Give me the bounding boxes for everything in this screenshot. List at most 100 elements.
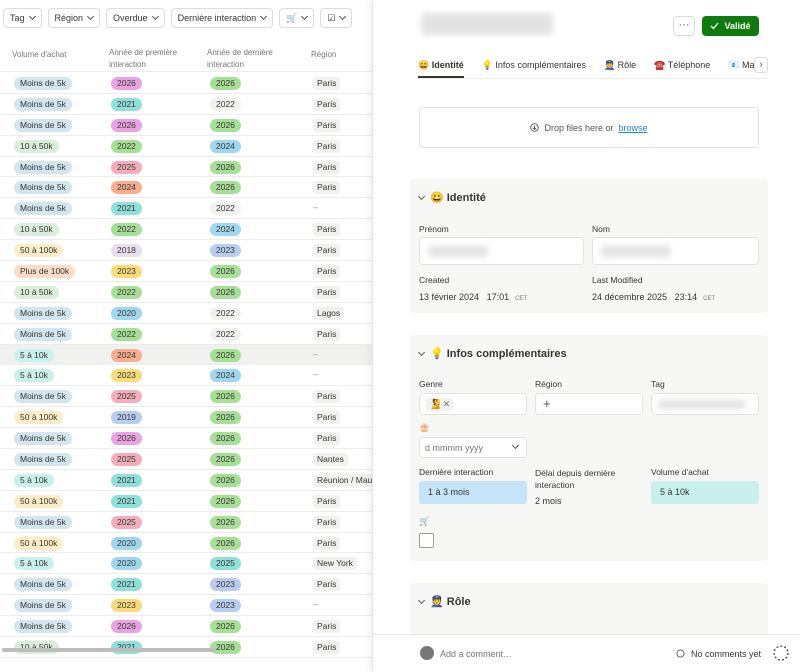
last-year-cell: 2022 <box>210 327 241 341</box>
created-timezone: CET <box>515 296 528 302</box>
table-row[interactable]: 5 à 10k 2021 2026 Réunion / Mau <box>0 470 372 491</box>
table-row[interactable]: Moins de 5k 2024 2026 Paris <box>0 177 372 199</box>
table-row[interactable]: Moins de 5k 2025 2026 Paris <box>0 157 372 178</box>
table-row[interactable]: Moins de 5k 2025 2026 Paris <box>0 512 372 533</box>
filter-label: Dernière interaction <box>177 13 257 23</box>
more-options-button[interactable]: ··· <box>673 16 695 36</box>
table-row[interactable]: Moins de 5k 2022 2022 Paris <box>0 324 372 345</box>
table-row[interactable]: Moins de 5k 2021 2022 Paris <box>0 94 372 115</box>
table-row[interactable]: Plus de 100k 2023 2026 Paris <box>0 261 372 282</box>
table-row[interactable]: 5 à 10k 2020 2025 New York <box>0 553 372 575</box>
nom-field[interactable] <box>592 237 759 265</box>
column-header-last-year[interactable]: Année de dernière interaction <box>207 48 273 69</box>
table-row[interactable]: 50 à 100k 2020 2026 Paris <box>0 533 372 554</box>
prenom-field[interactable] <box>419 237 584 265</box>
table-body: Moins de 5k 2026 2026 Paris Moins de 5k 2021 2… <box>0 73 372 658</box>
table-row[interactable]: Moins de 5k 2020 2022 Lagos <box>0 303 372 324</box>
table-row[interactable]: Moins de 5k 2021 2022 – <box>0 198 372 220</box>
filter-cart[interactable]: 🛒 <box>279 8 315 28</box>
chevron-down-icon <box>511 441 520 450</box>
table-row[interactable]: Moins de 5k 2026 2026 Paris <box>0 115 372 136</box>
section-header-identite[interactable]: 😀 Identité <box>417 191 486 204</box>
table-row[interactable]: 50 à 100k 2018 2023 Paris <box>0 240 372 262</box>
volume-cell: Moins de 5k <box>14 599 72 613</box>
table-row[interactable]: 10 à 50k20212026Paris <box>0 637 372 658</box>
first-year-value: 2026 <box>111 432 142 446</box>
table-row[interactable]: Moins de 5k 2026 2026 Paris <box>0 428 372 450</box>
region-cell: Paris <box>313 118 341 132</box>
first-year-cell: 2025 <box>111 160 142 174</box>
region-cell: Paris <box>313 641 341 655</box>
last-year-cell: 2026 <box>210 515 241 529</box>
first-year-value: 2021 <box>111 97 142 111</box>
last-year-cell: 2024 <box>210 139 241 153</box>
region-field[interactable]: + <box>535 393 643 415</box>
genre-field[interactable]: 🧏 ✕ <box>419 393 527 415</box>
tab-role[interactable]: 👮 Rôle <box>603 60 637 70</box>
filter-overdue[interactable]: Overdue <box>106 8 165 28</box>
table-row[interactable]: 10 à 50k 2022 2026 Paris <box>0 282 372 303</box>
last-year-cell: 2026 <box>210 390 241 404</box>
browse-link[interactable]: browse <box>618 122 648 133</box>
column-header-volume[interactable]: Volume d'achat <box>12 50 67 59</box>
derniere-interaction-field[interactable]: 1 à 3 mois <box>419 481 527 504</box>
table-row[interactable]: 10 à 50k 2022 2024 Paris <box>0 219 372 241</box>
filter-label: Overdue <box>113 13 148 23</box>
first-year-cell: 2021 <box>111 473 142 487</box>
table-row[interactable]: 5 à 10k 2024 2026 – <box>0 344 372 366</box>
table-row[interactable]: Moins de 5k 2026 2026 Paris <box>0 616 372 638</box>
table-row[interactable]: Moins de 5k 2025 2026 Paris <box>0 386 372 408</box>
cart-checkbox[interactable] <box>419 533 434 548</box>
volume-field[interactable]: 5 à 10k <box>651 481 759 504</box>
first-year-cell: 2023 <box>111 265 142 279</box>
chevron-down-icon <box>151 12 159 21</box>
first-year-value: 2022 <box>111 139 142 153</box>
tag-field[interactable] <box>651 393 759 415</box>
file-drop-zone[interactable]: Drop files here or browse <box>419 107 759 148</box>
comment-input[interactable]: Add a comment… <box>440 649 513 659</box>
date-field[interactable]: d mmmm yyyy <box>419 437 527 458</box>
table-row[interactable]: 5 à 10k 2023 2024 – <box>0 365 372 387</box>
volume-value: 10 à 50k <box>14 285 59 299</box>
volume-value: Moins de 5k <box>14 118 72 132</box>
filter-checkbox[interactable]: ☑ <box>320 8 353 28</box>
tab-telephone[interactable]: ☎️ Téléphone <box>654 60 711 70</box>
first-year-cell: 2025 <box>111 390 142 404</box>
volume-value: 5 à 10k <box>660 487 690 497</box>
last-year-value: 2026 <box>210 265 241 279</box>
first-year-cell: 2024 <box>111 348 142 362</box>
table-row[interactable]: 50 à 100k 2019 2026 Paris <box>0 407 372 429</box>
section-header-infos[interactable]: 💡 Infos complémentaires <box>417 347 567 360</box>
last-year-cell: 2026 <box>210 160 241 174</box>
table-row[interactable]: Moins de 5k 2023 2023 – <box>0 595 372 617</box>
region-cell: Paris <box>313 244 341 258</box>
horizontal-scrollbar[interactable] <box>2 648 216 652</box>
valide-button[interactable]: Validé <box>702 16 759 36</box>
filter-region[interactable]: Région <box>47 8 101 28</box>
filter-bar: Tag Région Overdue Dernière interaction … <box>3 8 353 28</box>
table-row[interactable]: Moins de 5k 2025 2026 Nantes <box>0 449 372 470</box>
table-row[interactable]: Moins de 5k 2021 2023 Paris <box>0 574 372 596</box>
tabs-scroll-right-button[interactable]: › <box>754 57 768 73</box>
last-year-value: 2024 <box>210 223 241 237</box>
column-header-first-year[interactable]: Année de première interaction <box>109 48 178 69</box>
plus-icon[interactable]: + <box>543 396 551 411</box>
tab-identite[interactable]: 😀 Identité <box>418 56 464 78</box>
tab-infos[interactable]: 💡 Infos complémentaires <box>481 60 586 70</box>
filter-tag[interactable]: Tag <box>3 8 42 28</box>
remove-icon[interactable]: ✕ <box>442 399 451 409</box>
volume-value: Moins de 5k <box>14 181 72 195</box>
last-year-cell: 2023 <box>210 244 241 258</box>
modified-time: 23:14 <box>674 292 698 302</box>
genre-tag: 🧏 ✕ <box>426 398 454 411</box>
table-row[interactable]: 50 à 100k 2021 2026 Paris <box>0 491 372 512</box>
table-row[interactable]: 10 à 50k 2022 2024 Paris <box>0 136 372 157</box>
column-header-region[interactable]: Région <box>311 50 337 59</box>
table-row[interactable]: Moins de 5k 2026 2026 Paris <box>0 73 372 94</box>
tab-mail[interactable]: 📧 Mail <box>728 60 759 70</box>
upload-icon <box>530 123 540 132</box>
check-icon <box>711 22 719 30</box>
first-year-value: 2025 <box>111 453 142 467</box>
section-header-role[interactable]: 👮 Rôle <box>417 595 471 608</box>
filter-derniere-interaction[interactable]: Dernière interaction <box>170 8 274 28</box>
